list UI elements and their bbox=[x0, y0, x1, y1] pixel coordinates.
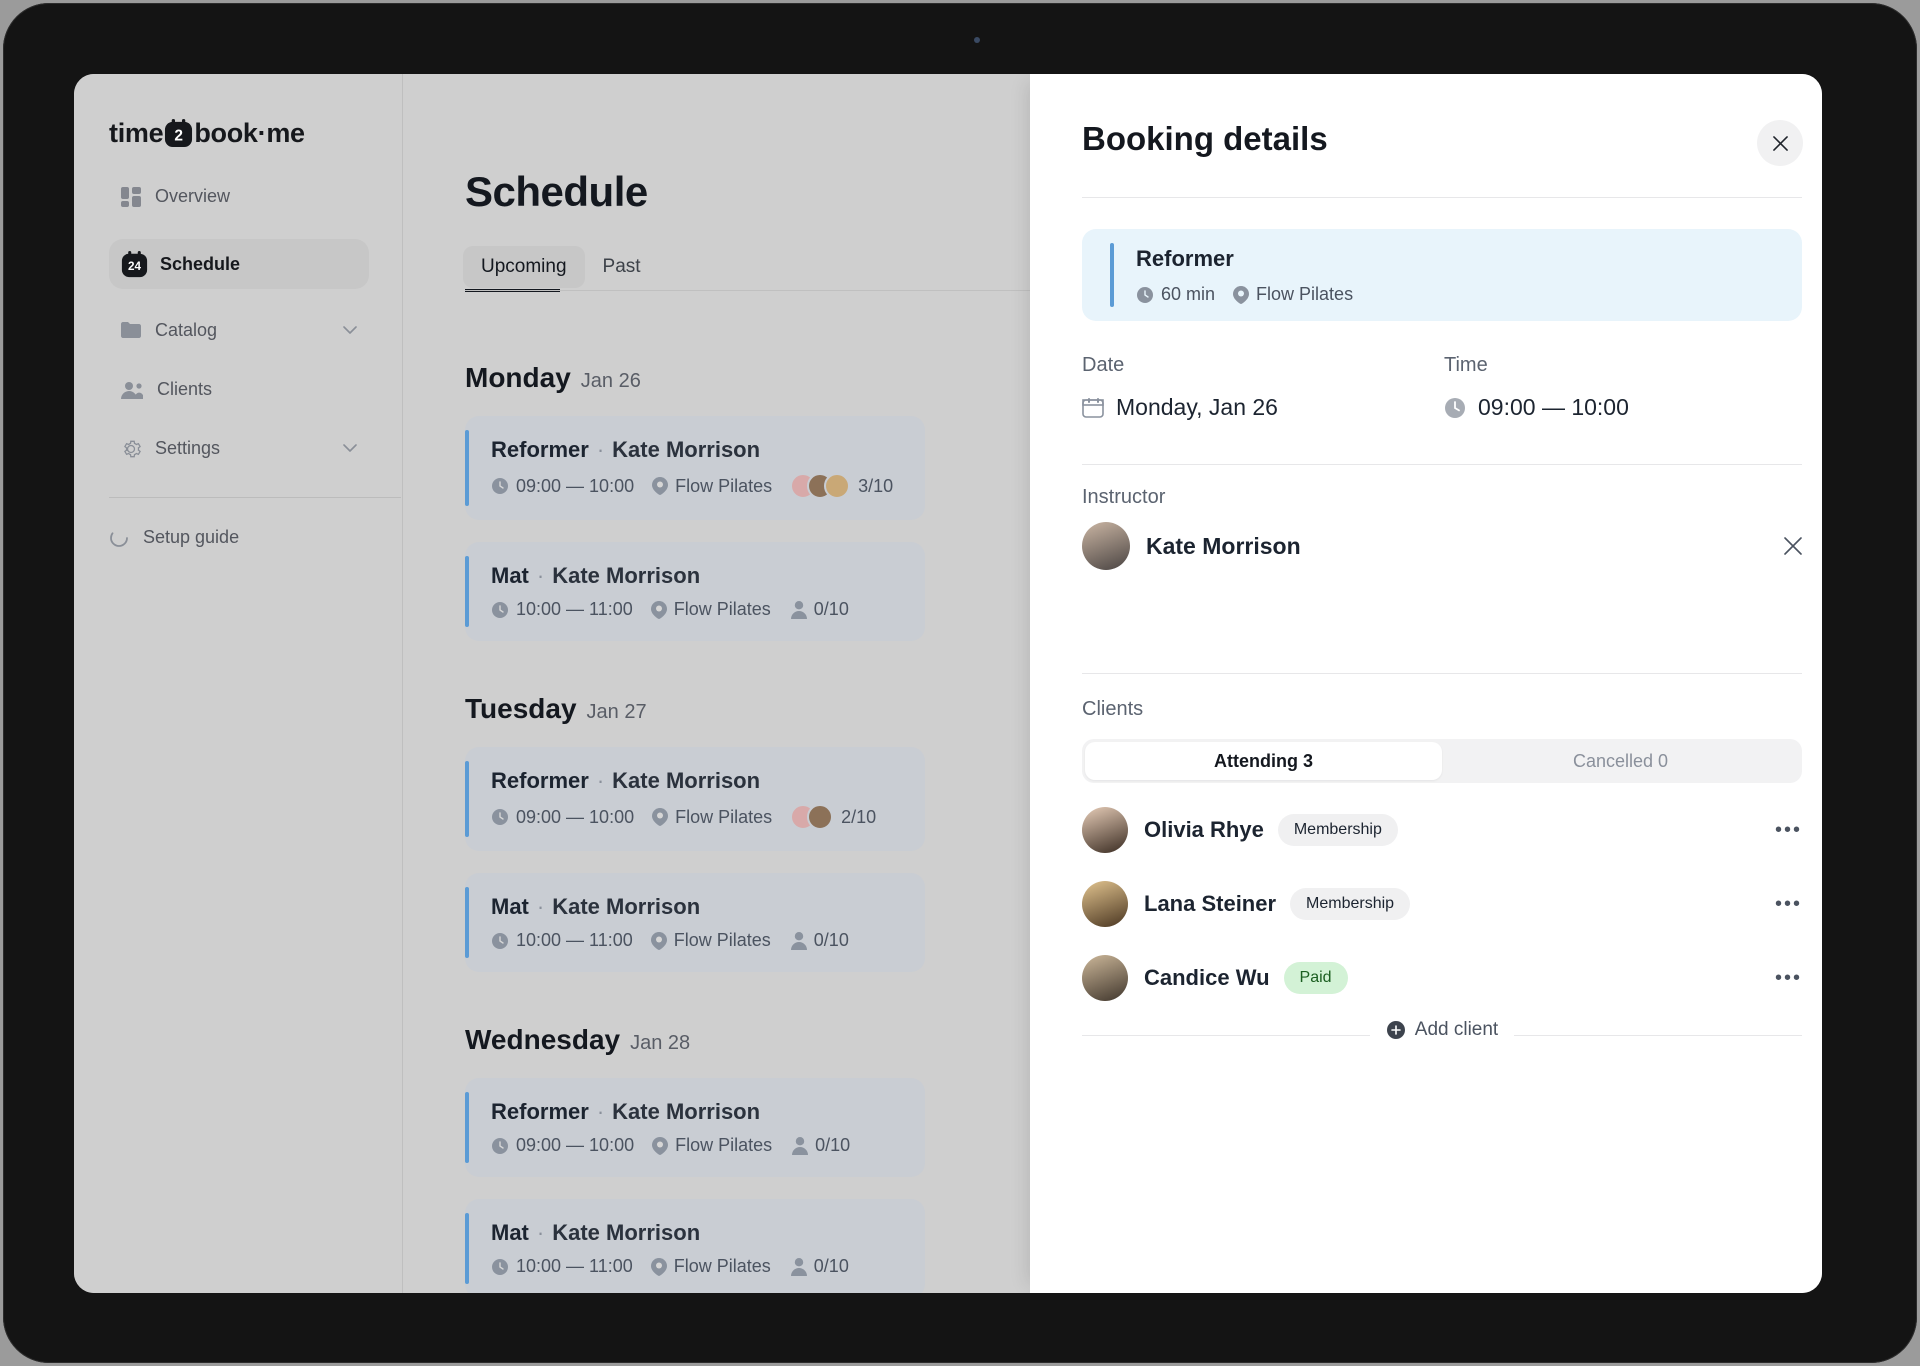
svg-text:2: 2 bbox=[175, 127, 183, 144]
svg-text:24: 24 bbox=[128, 259, 142, 272]
